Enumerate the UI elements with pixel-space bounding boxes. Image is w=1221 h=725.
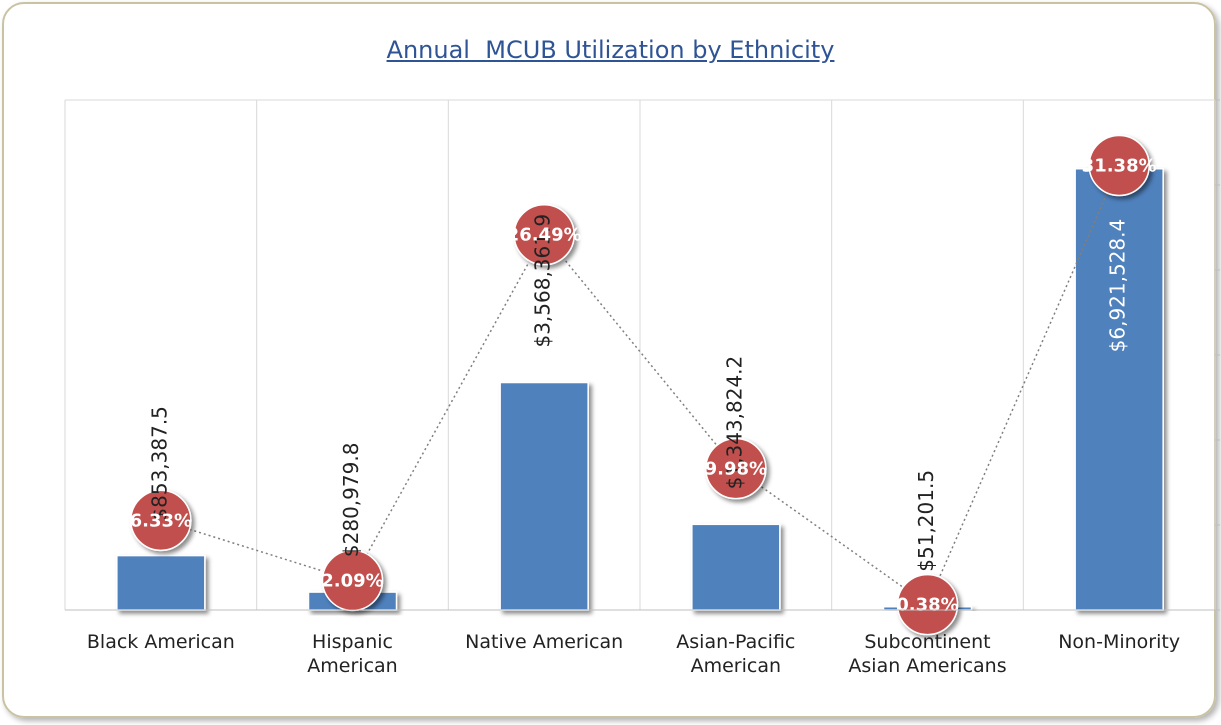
data-label: $3,568,361.9	[531, 214, 555, 348]
bar	[1074, 168, 1164, 611]
data-label: $6,921,528.4	[1106, 219, 1130, 353]
x-tick-label: Native American	[465, 631, 624, 653]
marker-label: 6.33%	[130, 510, 192, 531]
line-marker	[513, 203, 575, 266]
bar	[499, 381, 589, 611]
bar	[116, 554, 206, 611]
line-marker	[896, 573, 959, 636]
data-label: $280,979.8	[339, 443, 363, 558]
data-label: $51,201.5	[914, 470, 938, 572]
marker-label: 26.49%	[507, 225, 582, 246]
line-marker	[1088, 134, 1150, 197]
marker-label: 9.98%	[705, 459, 767, 480]
data-label: $1,343,824.2	[722, 356, 746, 490]
x-tick-label: Black American	[86, 631, 235, 653]
data-label: $853,387.5	[147, 406, 171, 521]
marker-label: 0.38%	[896, 595, 958, 616]
line-marker	[130, 489, 192, 552]
chart-title: Annual MCUB Utilization by Ethnicity	[386, 36, 835, 64]
line-marker	[705, 437, 767, 500]
x-tick-label: Non-Minority	[1058, 631, 1181, 653]
x-tick-label: Asian-Pacific American	[676, 631, 796, 677]
marker-label: 2.09%	[321, 570, 383, 591]
bar	[691, 523, 781, 611]
marker-label: 31.38%	[1082, 155, 1157, 176]
x-tick-label: Hispanic American	[307, 631, 398, 677]
x-tick-label: Subcontinent Asian Americans	[848, 631, 1007, 677]
